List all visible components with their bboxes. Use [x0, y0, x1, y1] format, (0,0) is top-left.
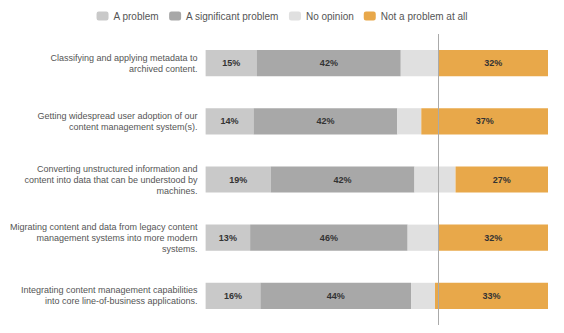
svg-text:42%: 42% [316, 116, 334, 126]
svg-text:37%: 37% [476, 116, 494, 126]
svg-text:content into data that can be: content into data that can be understood… [24, 175, 198, 185]
svg-text:content management system(s).: content management system(s). [69, 122, 198, 132]
svg-text:16%: 16% [224, 291, 242, 301]
svg-text:44%: 44% [327, 291, 345, 301]
svg-text:systems.: systems. [162, 244, 198, 254]
svg-text:Integrating content management: Integrating content management capabilit… [21, 285, 198, 295]
svg-text:32%: 32% [484, 58, 502, 68]
svg-text:Classifying and applying metad: Classifying and applying metadata to [51, 53, 198, 63]
svg-text:Converting unstructured inform: Converting unstructured information and [37, 164, 198, 174]
svg-text:Getting widespread user adopti: Getting widespread user adoption of our [38, 111, 198, 121]
svg-text:15%: 15% [222, 58, 240, 68]
svg-text:management systems into more m: management systems into more modern [37, 233, 198, 243]
svg-text:Migrating content and data fro: Migrating content and data from legacy c… [10, 222, 198, 232]
svg-text:archived content.: archived content. [129, 64, 198, 74]
svg-text:27%: 27% [493, 175, 511, 185]
svg-text:A problem: A problem [114, 11, 159, 22]
svg-text:Not a problem at all: Not a problem at all [381, 11, 468, 22]
svg-text:A significant problem: A significant problem [186, 11, 278, 22]
svg-text:19%: 19% [229, 175, 247, 185]
svg-text:42%: 42% [334, 175, 352, 185]
svg-text:33%: 33% [482, 291, 500, 301]
svg-text:machines.: machines. [157, 186, 198, 196]
svg-text:46%: 46% [320, 233, 338, 243]
svg-text:42%: 42% [320, 58, 338, 68]
svg-text:No opinion: No opinion [306, 11, 354, 22]
svg-text:14%: 14% [221, 116, 239, 126]
svg-text:32%: 32% [484, 233, 502, 243]
svg-text:into core line-of-business app: into core line-of-business applications. [45, 296, 198, 306]
svg-text:13%: 13% [219, 233, 237, 243]
